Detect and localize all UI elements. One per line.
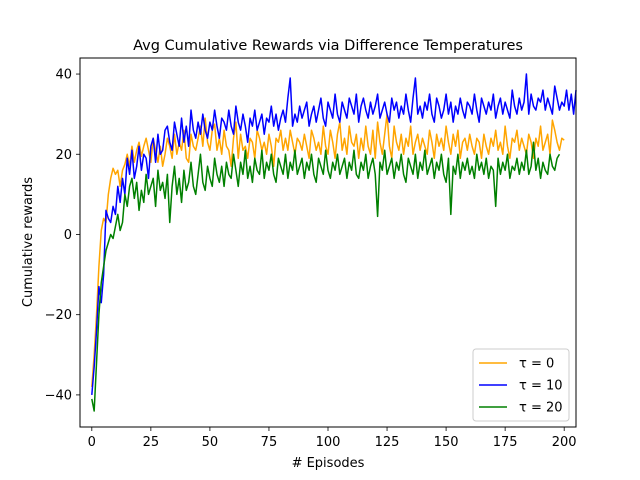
legend-label-2: τ = 20	[519, 401, 563, 416]
x-tick-label: 125	[375, 435, 400, 450]
x-tick-label: 200	[552, 435, 577, 450]
x-axis: 0 25 50 75 100 125 150 175 200	[88, 427, 577, 450]
series-line-1	[91, 73, 577, 395]
y-axis: −40 −20 0 20 40	[45, 68, 80, 403]
y-tick-label: 20	[55, 148, 72, 163]
y-tick-label: −20	[45, 308, 72, 323]
x-axis-label: # Episodes	[292, 456, 365, 471]
chart-title: Avg Cumulative Rewards via Difference Te…	[133, 38, 523, 54]
legend-label-0: τ = 0	[519, 357, 554, 372]
series-layer	[91, 73, 577, 412]
x-tick-label: 100	[316, 435, 341, 450]
x-tick-label: 175	[493, 435, 518, 450]
x-tick-label: 0	[88, 435, 96, 450]
y-tick-label: 0	[64, 228, 72, 243]
y-axis-label: Cumulative rewards	[21, 177, 36, 307]
series-line-0	[91, 113, 565, 387]
x-tick-label: 150	[434, 435, 459, 450]
x-tick-label: 75	[261, 435, 278, 450]
x-tick-label: 25	[143, 435, 160, 450]
series-line-2	[91, 141, 561, 412]
y-tick-label: −40	[45, 388, 72, 403]
legend-label-1: τ = 10	[519, 379, 563, 394]
y-tick-label: 40	[55, 68, 72, 83]
legend: τ = 0 τ = 10 τ = 20	[472, 348, 570, 422]
x-tick-label: 50	[202, 435, 219, 450]
legend-frame	[472, 348, 570, 422]
legend-items: τ = 0 τ = 10 τ = 20	[479, 357, 563, 416]
